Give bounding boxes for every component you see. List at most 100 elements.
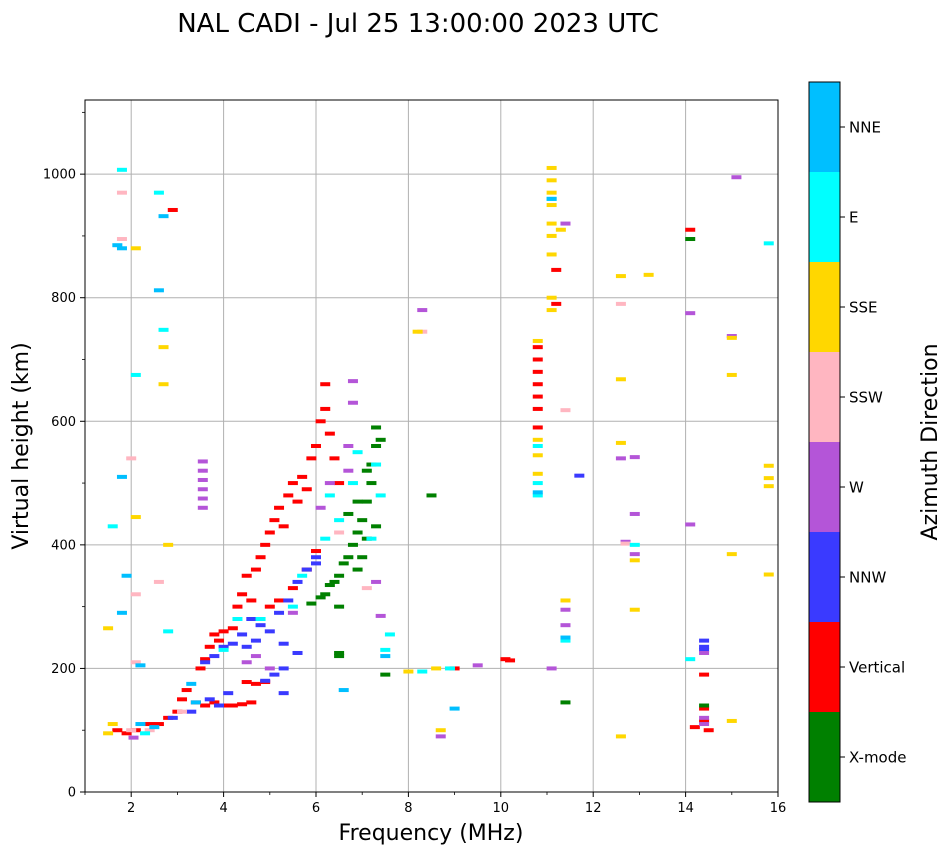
- data-point-vertical: [334, 481, 345, 486]
- data-point-vertical: [699, 706, 710, 711]
- data-point-vertical: [532, 394, 543, 399]
- data-point-nnw: [255, 623, 266, 628]
- data-point-sse: [726, 552, 737, 557]
- data-point-w: [699, 722, 710, 727]
- colorbar-swatch: [809, 442, 840, 532]
- data-point-nnw: [278, 641, 289, 646]
- data-point-sse: [629, 607, 640, 612]
- data-point-sse: [615, 440, 626, 445]
- x-axis-label: Frequency (MHz): [339, 821, 524, 846]
- data-point-xmode: [371, 425, 382, 430]
- data-point-e: [532, 481, 543, 486]
- data-point-xmode: [315, 595, 326, 600]
- data-point-sse: [163, 542, 174, 547]
- data-point-xmode: [699, 703, 710, 708]
- data-point-nne: [116, 474, 127, 479]
- data-point-w: [324, 481, 335, 486]
- colorbar-frame: [808, 81, 841, 803]
- data-point-w: [685, 522, 696, 527]
- data-point-vertical: [306, 456, 317, 461]
- data-point-e: [417, 669, 428, 674]
- data-point-nne: [449, 706, 460, 711]
- y-tick-label: 600: [51, 415, 76, 430]
- data-point-sse: [158, 345, 169, 350]
- data-point-nne: [190, 700, 201, 705]
- data-point-e: [532, 493, 543, 498]
- x-tick-label: 16: [770, 801, 787, 816]
- data-point-w: [197, 468, 208, 473]
- data-point-nnw: [209, 654, 220, 659]
- data-point-vertical: [274, 598, 285, 603]
- data-point-xmode: [361, 468, 372, 473]
- data-point-nne: [546, 196, 557, 201]
- data-point-vertical: [315, 419, 326, 424]
- data-point-vertical: [227, 626, 238, 631]
- data-point-vertical: [232, 604, 243, 609]
- data-point-vertical: [237, 592, 248, 597]
- data-point-vertical: [703, 728, 714, 733]
- data-point-sse: [532, 453, 543, 458]
- data-point-vertical: [218, 629, 229, 634]
- data-point-ssw: [126, 456, 137, 461]
- data-point-w: [250, 654, 261, 659]
- data-point-e: [560, 638, 571, 643]
- data-point-e: [629, 542, 640, 547]
- data-point-nnw: [699, 644, 710, 649]
- data-point-vertical: [260, 542, 271, 547]
- data-point-nnw: [301, 567, 312, 572]
- data-point-ssw: [620, 541, 631, 546]
- data-point-w: [197, 505, 208, 510]
- data-point-nnw: [292, 579, 303, 584]
- data-point-nnw: [269, 672, 280, 677]
- data-point-vertical: [200, 657, 211, 662]
- data-point-nnw: [167, 715, 178, 720]
- data-point-vertical: [255, 555, 266, 560]
- data-point-nnw: [218, 644, 229, 649]
- data-point-vertical: [121, 731, 132, 736]
- data-point-sse: [546, 178, 557, 183]
- colorbar-swatch: [809, 532, 840, 622]
- data-point-vertical: [241, 680, 252, 685]
- data-point-e: [163, 629, 174, 634]
- data-point-vertical: [532, 406, 543, 411]
- data-point-sse: [546, 233, 557, 238]
- data-point-vertical: [320, 382, 331, 387]
- data-point-nnw: [241, 644, 252, 649]
- data-point-xmode: [380, 672, 391, 677]
- x-tick-label: 6: [312, 801, 320, 816]
- data-point-vertical: [505, 658, 516, 663]
- data-point-vertical: [177, 697, 188, 702]
- data-point-xmode: [366, 481, 377, 486]
- data-point-xmode: [371, 444, 382, 448]
- data-point-sse: [435, 728, 446, 733]
- data-point-sse: [763, 463, 774, 468]
- data-point-vertical: [204, 644, 215, 649]
- data-point-sse: [726, 335, 737, 340]
- data-point-nnw: [274, 610, 285, 615]
- colorbar-label: E: [849, 209, 858, 227]
- data-point-e: [347, 481, 358, 486]
- data-point-sse: [130, 246, 141, 251]
- data-point-nne: [153, 288, 164, 293]
- data-point-sse: [546, 165, 557, 170]
- data-point-e: [255, 617, 266, 621]
- data-point-vertical: [292, 499, 303, 504]
- data-point-xmode: [324, 583, 335, 588]
- data-point-vertical: [297, 474, 308, 479]
- data-point-nne: [380, 654, 391, 659]
- data-point-e: [366, 536, 377, 541]
- data-point-e: [130, 372, 141, 377]
- colorbar-label: NNE: [849, 119, 881, 137]
- data-point-vertical: [329, 456, 340, 461]
- chart-title: NAL CADI - Jul 25 13:00:00 2023 UTC: [177, 9, 659, 39]
- data-point-nne: [112, 243, 123, 248]
- data-point-sse: [629, 558, 640, 563]
- data-point-nnw: [699, 638, 710, 643]
- data-point-xmode: [560, 700, 571, 705]
- data-point-nnw: [246, 617, 257, 621]
- data-point-w: [560, 221, 571, 226]
- data-point-vertical: [112, 728, 123, 733]
- data-point-ssw: [116, 237, 127, 242]
- x-axis-ticks: 2 4 6 8 10 12 14 16: [84, 792, 787, 816]
- x-tick-label: 12: [585, 801, 602, 816]
